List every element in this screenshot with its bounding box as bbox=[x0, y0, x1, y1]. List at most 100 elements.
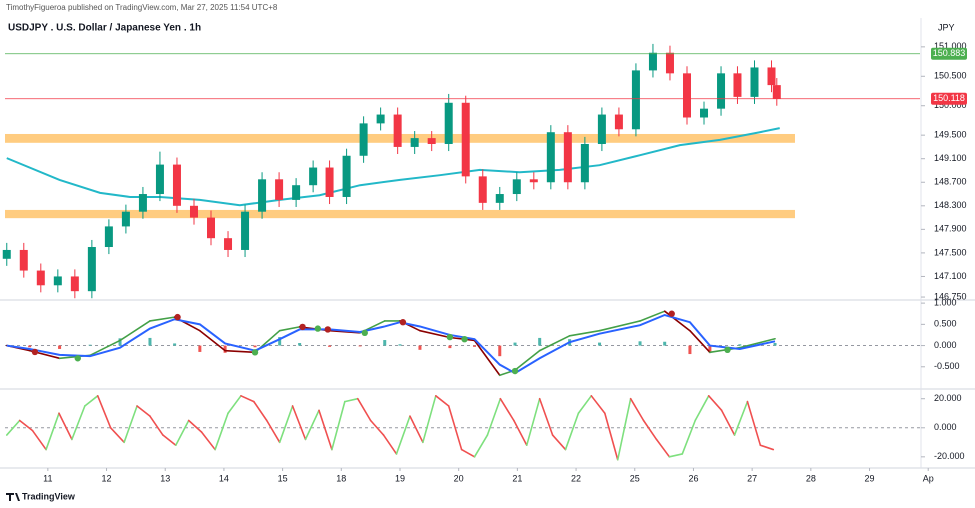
histogram-bar bbox=[473, 345, 477, 347]
candle-body bbox=[359, 123, 368, 156]
signal-dot bbox=[511, 367, 519, 375]
candle-body bbox=[325, 167, 334, 197]
line-segment bbox=[187, 419, 203, 433]
histogram-bar bbox=[638, 341, 642, 346]
histogram-bar bbox=[118, 338, 122, 346]
line-segment bbox=[694, 395, 710, 422]
x-tick-label: 11 bbox=[43, 473, 52, 483]
line-segment bbox=[369, 419, 385, 436]
line-segment bbox=[109, 426, 125, 444]
y-tick-label: 147.900 bbox=[934, 224, 967, 234]
line-segment bbox=[45, 412, 60, 451]
candle-body bbox=[121, 211, 130, 227]
signal-dot bbox=[251, 349, 259, 356]
line-segment bbox=[577, 395, 593, 415]
line-segment bbox=[551, 434, 567, 451]
line-segment bbox=[689, 329, 711, 354]
histogram-bar bbox=[58, 345, 62, 349]
line-segment bbox=[18, 419, 34, 432]
price-label-box bbox=[931, 92, 967, 105]
line-segment bbox=[123, 405, 138, 444]
candle-body bbox=[750, 67, 759, 97]
signal-dot bbox=[724, 346, 731, 354]
candle-body bbox=[342, 155, 351, 197]
candle-body bbox=[772, 85, 781, 99]
y-tick-label: 1.000 bbox=[934, 297, 957, 307]
x-tick-label: 13 bbox=[160, 473, 170, 483]
x-tick-label: Ap bbox=[923, 473, 934, 483]
line-segment bbox=[525, 397, 541, 447]
line-segment bbox=[538, 334, 571, 352]
line-segment bbox=[733, 400, 749, 436]
line-segment bbox=[655, 438, 671, 458]
y-tick-label: 149.500 bbox=[934, 130, 967, 140]
line-segment bbox=[227, 395, 242, 415]
candle-body bbox=[53, 276, 62, 286]
line-segment bbox=[58, 412, 73, 441]
line-segment bbox=[668, 453, 684, 458]
brand-logo bbox=[6, 493, 20, 501]
candle-body bbox=[546, 132, 555, 183]
candle-body bbox=[461, 102, 470, 177]
y-tick-label: 146.750 bbox=[934, 291, 967, 301]
header: TimothyFigueroa published on TradingView… bbox=[6, 3, 278, 12]
candle-body bbox=[172, 164, 181, 206]
histogram-bar bbox=[28, 345, 32, 348]
candle-body bbox=[512, 179, 521, 195]
candle-body bbox=[19, 249, 28, 271]
y-tick-label: 148.300 bbox=[934, 200, 967, 210]
y-tick-label: 147.500 bbox=[934, 247, 967, 257]
histogram-bar bbox=[418, 345, 422, 350]
line-segment bbox=[162, 434, 177, 447]
y-tick-label: -0.500 bbox=[934, 361, 960, 371]
x-tick-label: 15 bbox=[278, 473, 288, 483]
x-tick-label: 25 bbox=[630, 473, 640, 483]
candle-body bbox=[70, 276, 79, 292]
x-tick-label: 19 bbox=[395, 473, 405, 483]
line-segment bbox=[590, 395, 606, 415]
candle-body bbox=[207, 217, 216, 239]
line-segment bbox=[96, 395, 112, 429]
line-segment bbox=[746, 400, 762, 447]
histogram-bar bbox=[198, 345, 202, 352]
histogram-bar bbox=[708, 345, 712, 353]
line-segment bbox=[5, 419, 21, 436]
candle-body bbox=[444, 102, 453, 144]
line-segment bbox=[460, 448, 476, 458]
histogram-bar bbox=[328, 345, 332, 347]
x-tick-label: 21 bbox=[512, 473, 522, 483]
candle-body bbox=[36, 270, 45, 286]
candle-body bbox=[767, 67, 776, 86]
y-tick-label: 0.000 bbox=[934, 340, 957, 350]
x-tick-label: 20 bbox=[454, 473, 464, 483]
signal-dot bbox=[361, 329, 368, 337]
signal-dot bbox=[324, 326, 332, 333]
line-segment bbox=[434, 395, 450, 407]
line-segment bbox=[513, 419, 528, 447]
y-tick-label: -20.000 bbox=[934, 451, 965, 461]
candle-body bbox=[393, 114, 402, 147]
x-tick-label: 28 bbox=[806, 473, 816, 483]
histogram-bar bbox=[498, 345, 502, 357]
line-segment bbox=[71, 405, 86, 441]
histogram-bar bbox=[358, 345, 362, 347]
candle-body bbox=[410, 138, 419, 147]
candle-body bbox=[155, 164, 164, 195]
histogram-bar bbox=[738, 344, 742, 346]
y-tick-label: 147.100 bbox=[934, 271, 967, 281]
histogram-bar bbox=[773, 343, 777, 346]
line-segment bbox=[473, 434, 489, 458]
candle-body bbox=[189, 205, 198, 218]
line-segment bbox=[564, 412, 580, 451]
x-tick-label: 27 bbox=[747, 473, 757, 483]
zone bbox=[5, 209, 795, 219]
y-tick-label: 20.000 bbox=[934, 393, 962, 403]
histogram-bar bbox=[88, 344, 92, 346]
candle-body bbox=[376, 114, 385, 124]
histogram-bar bbox=[598, 342, 602, 346]
line-segment bbox=[395, 415, 411, 455]
x-tick-label: 29 bbox=[865, 473, 875, 483]
candle-body bbox=[275, 179, 284, 200]
